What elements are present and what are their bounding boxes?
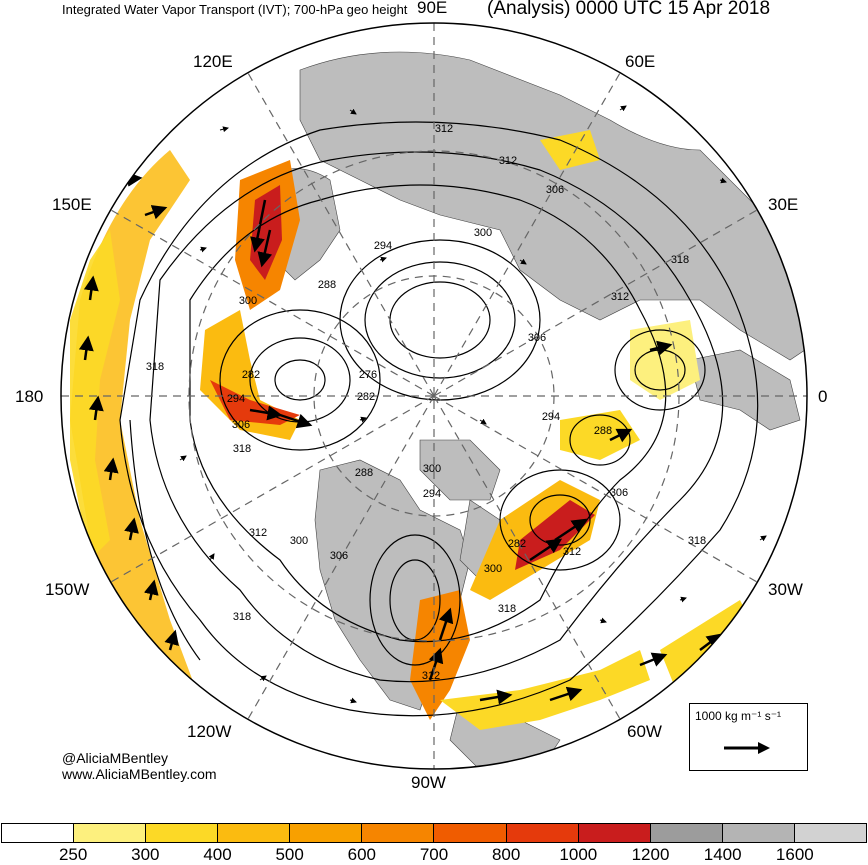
contour-label: 312 (435, 123, 453, 135)
colorbar-tick-label: 250 (58, 845, 88, 864)
colorbar-swatch (74, 824, 147, 842)
reference-vector-arrow-icon (724, 742, 770, 754)
author-website: www.AliciaMBentley.com (62, 766, 217, 782)
contour-label: 318 (233, 611, 251, 623)
contour-label: 282 (357, 391, 375, 403)
contour-label: 318 (671, 254, 689, 266)
contour-label: 300 (290, 535, 308, 547)
contour-label: 300 (423, 463, 441, 475)
colorbar-tick-label: 1000 (559, 845, 598, 864)
graticule (61, 23, 807, 769)
ivt-colorbar (1, 823, 867, 843)
author-handle: @AliciaMBentley (62, 750, 169, 766)
reference-vector-box: 1000 kg m⁻¹ s⁻¹ (689, 703, 808, 771)
contour-label: 306 (546, 184, 564, 196)
colorbar-tick-label: 400 (203, 845, 232, 864)
contour-label: 288 (318, 279, 336, 291)
map-border (60, 22, 808, 770)
reference-vector-label: 1000 kg m⁻¹ s⁻¹ (695, 709, 782, 723)
lon-label-90e: 90E (417, 0, 448, 17)
contour-label: 312 (422, 670, 440, 682)
colorbar-swatch (362, 824, 435, 842)
colorbar-swatch (794, 824, 866, 842)
contour-label: 312 (499, 155, 517, 167)
map-title: Integrated Water Vapor Transport (IVT); … (62, 2, 408, 17)
colorbar-tick-label: 1600 (775, 845, 814, 864)
contour-label: 312 (249, 527, 267, 539)
contour-label: 282 (508, 538, 526, 550)
colorbar-tick-label: 600 (347, 845, 377, 864)
colorbar-tick-label: 700 (419, 845, 449, 864)
contour-label: 300 (474, 227, 492, 239)
contour-label: 306 (232, 419, 250, 431)
colorbar-swatch (146, 824, 219, 842)
lon-label-60e: 60E (625, 52, 656, 71)
lon-label-90w: 90W (411, 773, 446, 792)
lon-label-120e: 120E (193, 52, 233, 71)
colorbar-tick-label: 800 (491, 845, 521, 864)
valid-time-title: (Analysis) 0000 UTC 15 Apr 2018 (487, 0, 771, 19)
lon-label-30w: 30W (768, 580, 803, 599)
contour-label: 318 (688, 535, 706, 547)
ivt-vectors (78, 171, 722, 705)
contour-labels: 312 312 306 300 294 288 318 312 306 300 … (146, 123, 706, 682)
colorbar-swatch (578, 824, 651, 842)
colorbar-swatch (2, 824, 75, 842)
colorbar-tick-label: 1200 (631, 845, 670, 864)
colorbar-swatch (434, 824, 507, 842)
colorbar-swatch (506, 824, 579, 842)
geopotential-height-contours (119, 121, 759, 717)
colorbar-swatch (722, 824, 795, 842)
contour-label: 318 (146, 361, 164, 373)
colorbar-swatch (290, 824, 363, 842)
contour-label: 294 (542, 411, 560, 423)
contour-label: 318 (233, 443, 251, 455)
lon-label-120w: 120W (187, 722, 232, 741)
lon-label-30e: 30E (768, 195, 799, 214)
colorbar-tick-label: 1400 (703, 845, 742, 864)
contour-label: 306 (610, 487, 628, 499)
contour-label: 282 (242, 369, 260, 381)
lon-label-150w: 150W (45, 580, 90, 599)
colorbar-tick-label: 500 (275, 845, 304, 864)
lon-label-150e: 150E (52, 195, 92, 214)
contour-label: 306 (330, 550, 348, 562)
contour-label: 312 (563, 546, 581, 558)
colorbar-swatch (218, 824, 291, 842)
contour-label: 306 (528, 332, 546, 344)
contour-label: 294 (374, 240, 392, 252)
contour-label: 288 (355, 467, 373, 479)
colorbar-tick-label: 300 (131, 845, 160, 864)
colorbar-swatch (650, 824, 723, 842)
contour-label: 294 (227, 393, 245, 405)
contour-label: 294 (423, 488, 441, 500)
contour-label: 318 (498, 603, 516, 615)
lon-label-60w: 60W (627, 722, 662, 741)
contour-label: 276 (359, 369, 377, 381)
contour-label: 300 (484, 563, 502, 575)
lon-label-0: 0 (818, 387, 828, 406)
lon-label-180: 180 (15, 387, 44, 406)
contour-label: 300 (239, 295, 257, 307)
contour-label: 312 (611, 291, 629, 303)
contour-label: 288 (594, 425, 612, 437)
